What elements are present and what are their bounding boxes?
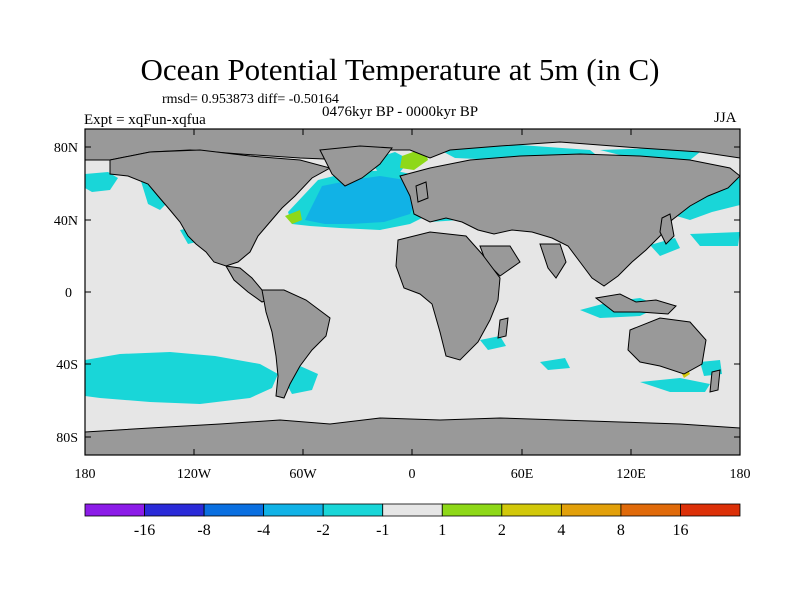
british-isles: [415, 181, 429, 203]
colorbar-swatch: [84, 503, 145, 517]
colorbar-label: 1: [438, 522, 446, 539]
colorbar-swatch: [203, 503, 265, 517]
colorbar-swatch: [144, 503, 205, 517]
north-pacific-cool-patch: [690, 232, 740, 246]
colorbar-swatch: [441, 503, 503, 517]
lon-tick-labels: 180 120W 60W 0 60E 120E 180: [75, 467, 751, 482]
colorbar-label: 8: [617, 522, 625, 539]
colorbar-swatch: [263, 503, 324, 517]
atlantic-coast-warm-patch: [285, 210, 302, 224]
lat-tick-label: 40N: [54, 214, 78, 229]
india: [539, 243, 567, 279]
lat-tick-label: 80S: [56, 431, 78, 446]
colorbar-label: -4: [257, 522, 270, 539]
lon-tick-label: 60E: [511, 467, 534, 482]
madagascar: [497, 317, 509, 339]
north-pacific-cool-patch: [650, 238, 680, 256]
antarctica: [85, 417, 740, 455]
lon-tick-label: 0: [409, 467, 416, 482]
maritime-continent: [594, 293, 677, 315]
colorbar-label: -2: [317, 522, 330, 539]
colorbar-label: 2: [498, 522, 506, 539]
colorbar-swatch: [620, 503, 681, 517]
lat-tick-label: 0: [65, 286, 72, 301]
colorbar-swatch: [560, 503, 622, 517]
season-label: JJA: [714, 110, 737, 126]
japan: [659, 213, 675, 245]
arctic-cool-patch: [600, 148, 700, 160]
south-america: [261, 289, 331, 399]
australia: [627, 317, 707, 375]
lon-tick-label: 120E: [616, 467, 646, 482]
period-label: 0476kyr BP - 0000kyr BP: [322, 104, 479, 120]
colorbar-swatch: [322, 503, 384, 517]
eurasia: [399, 153, 740, 287]
north-america: [109, 149, 332, 267]
tropical-cool-patch: [480, 336, 506, 350]
lat-tick-labels: 80N 40N 0 40S 80S: [54, 141, 78, 446]
colorbar-labels: -16 -8 -4 -2 -1 1 2 4 8 16: [134, 522, 689, 539]
lat-tick-label: 80N: [54, 141, 78, 156]
land-masses: [85, 129, 740, 455]
axis-ticks: [84, 129, 741, 455]
southern-ocean-cool-band: [640, 378, 710, 392]
lon-tick-label: 180: [75, 467, 96, 482]
colorbar-label: 16: [672, 522, 688, 539]
arctic-cool-patch: [85, 172, 118, 192]
lon-tick-label: 180: [730, 467, 751, 482]
lon-tick-label: 60W: [289, 467, 317, 482]
africa: [395, 231, 501, 361]
experiment-label: Expt = xqFun-xqfua: [84, 112, 206, 128]
colorbar-swatch: [680, 503, 741, 517]
southern-ocean-cool-band: [85, 352, 278, 404]
lon-tick-label: 120W: [177, 467, 212, 482]
plot-title: Ocean Potential Temperature at 5m (in C): [140, 52, 660, 87]
colorbar-label: -16: [134, 522, 155, 539]
colorbar-label: -8: [197, 522, 210, 539]
colorbar-label: -1: [376, 522, 389, 539]
colorbar-swatch: [501, 503, 562, 517]
stats-line: rmsd= 0.953873 diff= -0.50164: [162, 92, 339, 107]
colorbar: [84, 503, 741, 517]
colorbar-label: 4: [557, 522, 565, 539]
tropical-cool-patch: [540, 358, 570, 370]
greenland: [319, 145, 393, 187]
colorbar-swatch: [382, 503, 443, 517]
new-zealand: [709, 369, 721, 393]
north-atlantic-strong-cool-patch: [305, 176, 418, 224]
lat-tick-label: 40S: [56, 358, 78, 373]
